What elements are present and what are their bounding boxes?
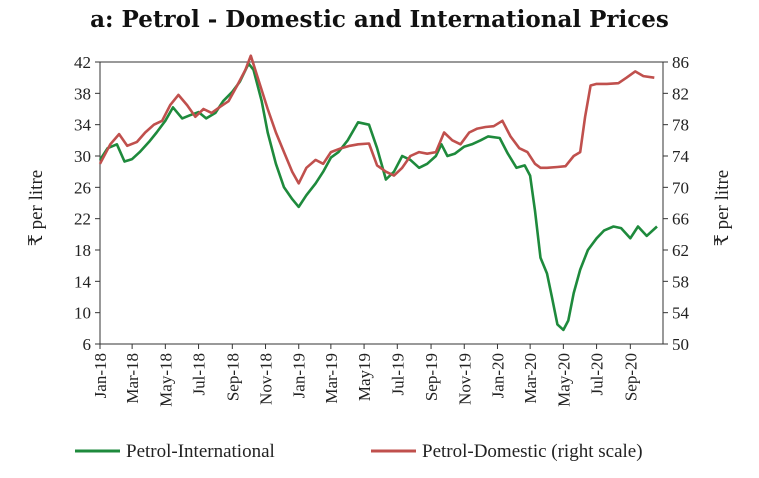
x-tick-label: Sep-18	[223, 353, 242, 401]
x-axis: Jan-18 Mar-18 May-18 Jul-18 Sep-18 Nov-18 Jan-…	[91, 344, 640, 407]
right-tick-label: 54	[672, 304, 690, 323]
x-tick-label: Jul-20	[588, 353, 607, 396]
x-tick-label: Jan-18	[91, 353, 110, 398]
left-tick-label: 26	[74, 178, 91, 197]
legend-label-international: Petrol-International	[126, 441, 275, 462]
x-tick-label: Jan-20	[488, 353, 507, 398]
x-tick-label: May-18	[156, 353, 175, 407]
x-tick-label: Mar-18	[123, 353, 142, 404]
right-tick-label: 74	[672, 147, 690, 166]
x-tick-label: Jan-19	[290, 353, 309, 398]
left-tick-label: 38	[74, 84, 91, 103]
right-axis-title: ₹ per litre	[712, 170, 733, 246]
left-tick-label: 14	[74, 272, 92, 291]
left-y-axis: 6 10 14 18 22 26 30 34 38 42	[74, 53, 100, 354]
x-tick-label: Sep-19	[422, 353, 441, 401]
right-tick-label: 62	[672, 241, 689, 260]
right-tick-label: 50	[672, 335, 689, 354]
legend-label-domestic: Petrol-Domestic (right scale)	[422, 441, 643, 462]
x-tick-label: Jul-19	[388, 353, 407, 396]
series-line-international	[98, 62, 658, 332]
x-tick-label: May-20	[554, 353, 573, 407]
right-tick-label: 70	[672, 178, 689, 197]
right-y-axis: 50 54 58 62 66 70 74 78 82 86	[663, 53, 690, 354]
left-tick-label: 34	[74, 116, 92, 135]
right-tick-label: 82	[672, 84, 689, 103]
left-tick-label: 42	[74, 53, 91, 72]
x-tick-label: Mar-20	[521, 353, 540, 404]
x-tick-label: May19	[355, 353, 374, 401]
plot-area	[99, 61, 664, 345]
right-tick-label: 66	[672, 210, 689, 229]
chart-title: a: Petrol - Domestic and International P…	[90, 6, 669, 33]
right-tick-label: 58	[672, 272, 689, 291]
plot-frame	[99, 61, 664, 345]
legend: Petrol-International Petrol-Domestic (ri…	[75, 441, 643, 462]
x-tick-label: Nov-18	[257, 353, 276, 405]
x-tick-label: Nov-19	[455, 353, 474, 405]
left-tick-label: 22	[74, 210, 91, 229]
left-tick-label: 18	[74, 241, 91, 260]
series-layer	[98, 54, 658, 332]
left-axis-title: ₹ per litre	[26, 170, 47, 246]
series-line-domestic	[98, 54, 655, 185]
x-tick-label: Mar-19	[322, 353, 341, 404]
right-tick-label: 78	[672, 116, 689, 135]
left-tick-label: 10	[74, 304, 91, 323]
right-tick-label: 86	[672, 53, 689, 72]
left-tick-label: 30	[74, 147, 91, 166]
x-tick-label: Sep-20	[621, 353, 640, 401]
left-tick-label: 6	[83, 335, 92, 354]
x-tick-label: Jul-18	[190, 353, 209, 396]
